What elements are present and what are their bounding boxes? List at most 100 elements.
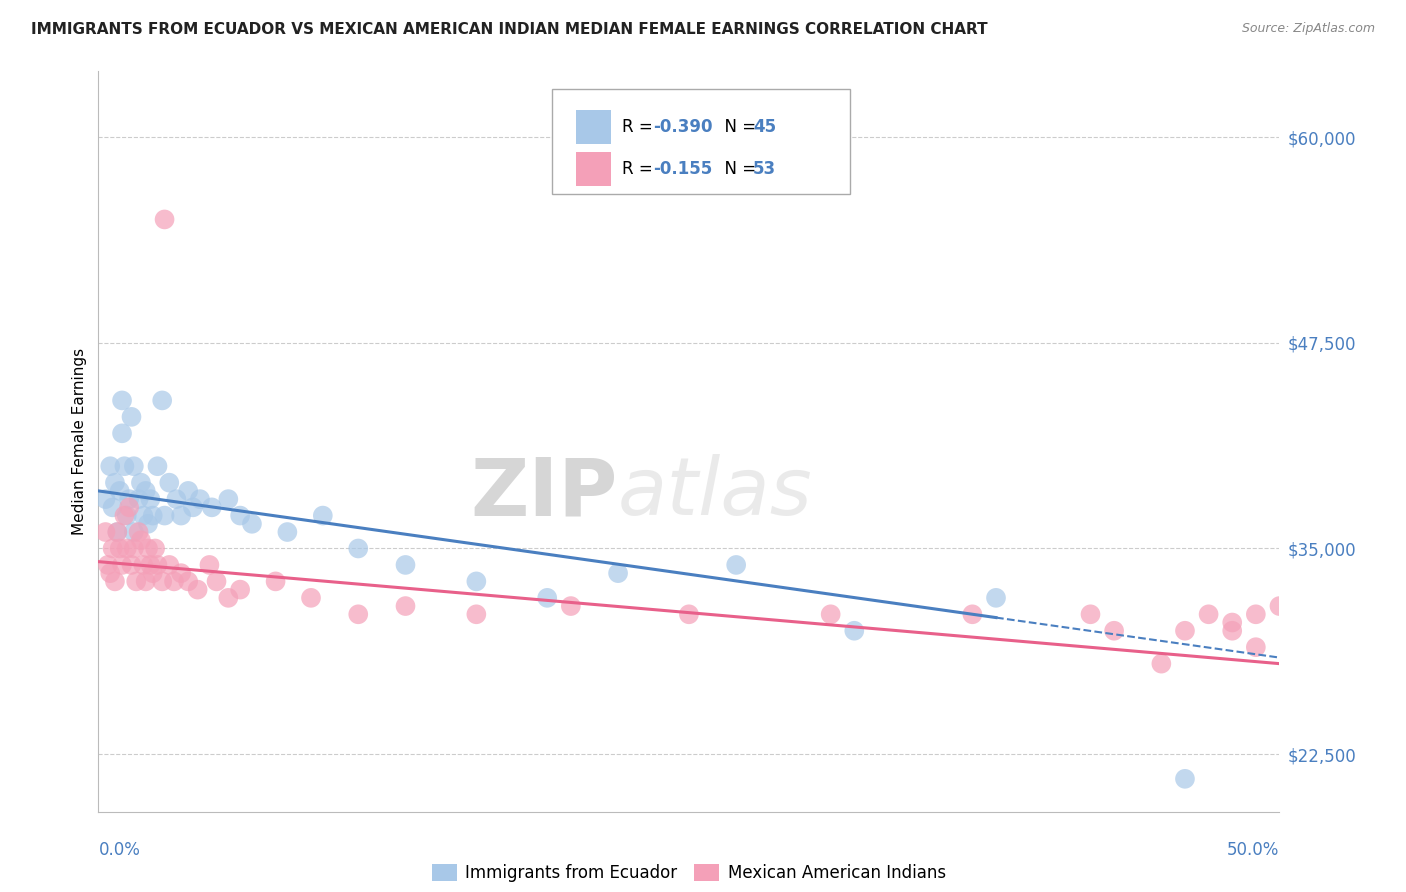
Point: [465, 574, 488, 589]
Text: -0.155: -0.155: [654, 160, 713, 178]
Point: [177, 574, 200, 589]
Point: [136, 541, 159, 556]
Point: [121, 409, 143, 424]
Point: [122, 459, 145, 474]
Point: [122, 541, 145, 556]
Point: [1220, 624, 1243, 638]
Point: [129, 533, 152, 548]
Text: atlas: atlas: [619, 454, 813, 533]
Point: [94, 524, 117, 539]
Point: [122, 524, 145, 539]
Point: [104, 475, 127, 490]
Point: [153, 212, 176, 227]
Point: [98, 459, 121, 474]
Text: R =: R =: [623, 119, 658, 136]
Point: [312, 508, 335, 523]
Point: [181, 500, 204, 515]
Point: [394, 599, 416, 613]
Text: 50.0%: 50.0%: [1227, 841, 1279, 859]
Point: [128, 524, 150, 539]
Point: [105, 524, 128, 539]
Point: [98, 566, 121, 581]
Point: [229, 508, 252, 523]
Point: [142, 508, 165, 523]
Point: [132, 508, 155, 523]
Point: [1198, 607, 1220, 622]
Point: [984, 591, 1007, 605]
Point: [146, 558, 169, 572]
Point: [104, 574, 127, 589]
Point: [229, 582, 252, 597]
Point: [146, 459, 169, 474]
Point: [607, 566, 630, 581]
Point: [536, 591, 558, 605]
Point: [217, 591, 239, 605]
Point: [111, 393, 134, 408]
Point: [347, 541, 370, 556]
Point: [1268, 599, 1291, 613]
Point: [128, 492, 150, 507]
Point: [112, 459, 135, 474]
Point: [201, 500, 224, 515]
Point: [135, 574, 157, 589]
Point: [1150, 657, 1173, 671]
Point: [118, 492, 141, 507]
Point: [118, 500, 141, 515]
Point: [962, 607, 984, 622]
Point: [108, 541, 131, 556]
Text: 53: 53: [754, 160, 776, 178]
Point: [136, 516, 159, 531]
Point: [1244, 607, 1267, 622]
Text: 0.0%: 0.0%: [98, 841, 141, 859]
Text: IMMIGRANTS FROM ECUADOR VS MEXICAN AMERICAN INDIAN MEDIAN FEMALE EARNINGS CORREL: IMMIGRANTS FROM ECUADOR VS MEXICAN AMERI…: [31, 22, 987, 37]
Point: [165, 492, 187, 507]
Point: [844, 624, 866, 638]
Point: [153, 508, 176, 523]
Point: [217, 492, 239, 507]
Point: [170, 508, 193, 523]
Point: [135, 483, 157, 498]
Point: [820, 607, 842, 622]
Point: [101, 500, 124, 515]
Point: [560, 599, 582, 613]
Text: N =: N =: [714, 119, 761, 136]
Point: [139, 558, 162, 572]
Point: [115, 508, 138, 523]
Point: [111, 426, 134, 441]
Point: [198, 558, 221, 572]
Point: [163, 574, 186, 589]
Point: [187, 582, 209, 597]
Point: [394, 558, 416, 572]
Point: [125, 574, 148, 589]
Text: N =: N =: [714, 160, 761, 178]
Point: [157, 558, 180, 572]
Point: [465, 607, 488, 622]
Point: [725, 558, 748, 572]
Point: [121, 558, 143, 572]
Point: [299, 591, 322, 605]
Text: Source: ZipAtlas.com: Source: ZipAtlas.com: [1241, 22, 1375, 36]
Point: [1244, 640, 1267, 655]
Point: [1220, 615, 1243, 630]
Point: [177, 483, 200, 498]
Point: [112, 508, 135, 523]
Point: [157, 475, 180, 490]
Point: [188, 492, 211, 507]
Point: [150, 574, 173, 589]
Point: [264, 574, 287, 589]
Point: [143, 541, 166, 556]
Point: [97, 558, 120, 572]
Text: -0.390: -0.390: [654, 119, 713, 136]
Point: [150, 393, 173, 408]
Point: [1102, 624, 1125, 638]
Point: [1174, 624, 1197, 638]
Text: ZIP: ZIP: [471, 454, 619, 533]
Point: [105, 524, 128, 539]
Point: [142, 566, 165, 581]
Point: [1174, 772, 1197, 786]
Point: [170, 566, 193, 581]
Point: [240, 516, 263, 531]
Y-axis label: Median Female Earnings: Median Female Earnings: [72, 348, 87, 535]
Legend: Immigrants from Ecuador, Mexican American Indians: Immigrants from Ecuador, Mexican America…: [426, 857, 952, 888]
Point: [94, 492, 117, 507]
